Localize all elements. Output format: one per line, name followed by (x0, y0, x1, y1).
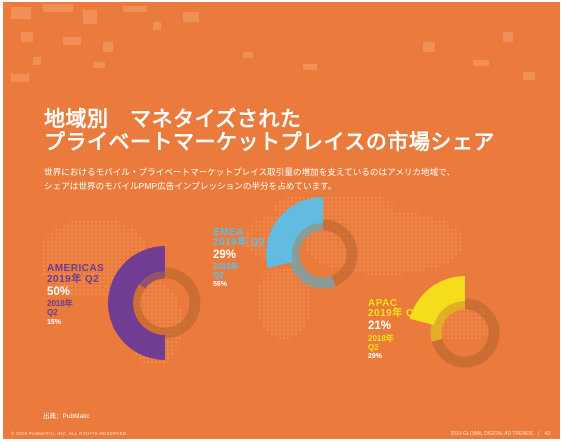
region-donut-charts (107, 197, 500, 368)
americas-2019-segment (107, 246, 165, 360)
americas-2018-ring-track (129, 267, 201, 339)
emea-period: 2019年 Q2 (213, 237, 266, 248)
page-title-line-1: 地域別 マネタイズされた (44, 108, 302, 131)
apac-2019-value: 21% (368, 320, 392, 332)
apac-2018-value: 29% (368, 353, 383, 360)
emea-2019-segment (266, 197, 323, 269)
emea-2018-label-2: Q2 (213, 271, 224, 280)
footer-page-info: 2019 GLOBAL DIGITAL AD TRENDS / 43 (450, 431, 550, 437)
americas-2018-label-1: 2018年 (47, 299, 73, 308)
apac-2018-segment (430, 298, 465, 342)
description-line-1: 世界におけるモバイル・プライベートマーケットプレイス取引量の増加を支えているのは… (44, 167, 456, 177)
americas-name: AMERICAS (47, 263, 105, 274)
apac-2018-label-1: 2018年 (368, 334, 394, 343)
americas-2018-label-2: Q2 (47, 308, 58, 317)
americas-2019-value: 50% (47, 286, 71, 298)
description-line-2: シェアは世界のモバイルPMP広告インプレッションの半分を占めています。 (44, 181, 337, 191)
emea-name: EMEA (213, 227, 244, 238)
americas-period: 2019年 Q2 (47, 274, 100, 285)
americas-donut (107, 246, 201, 360)
americas-2018-segment (136, 267, 165, 289)
footer-copyright: © 2019 PUBMATIC, INC. ALL RIGHTS RESERVE… (11, 431, 129, 436)
emea-donut (266, 197, 358, 289)
apac-name: APAC (368, 298, 398, 309)
apac-donut (409, 276, 500, 368)
source-note: 出典：PubMatic (43, 413, 90, 420)
emea-2019-value: 29% (213, 249, 237, 261)
emea-2018-segment (288, 219, 336, 289)
infographic-page: 地域別 マネタイズされた プライベートマーケットプレイスの市場シェア 世界におけ… (3, 2, 560, 439)
apac-period: 2019年 Q2 (368, 308, 421, 319)
page-title-line-2: プライベートマーケットプレイスの市場シェア (44, 131, 495, 154)
apac-2019-segment (409, 276, 465, 326)
map-dots (43, 197, 493, 363)
apac-2018-label-2: Q2 (368, 343, 379, 352)
emea-2018-value: 56% (213, 281, 228, 288)
americas-2018-value: 15% (47, 319, 62, 326)
decorative-squares (11, 4, 535, 82)
world-map-background (11, 4, 535, 363)
emea-2018-label-1: 2018年 (213, 262, 239, 271)
